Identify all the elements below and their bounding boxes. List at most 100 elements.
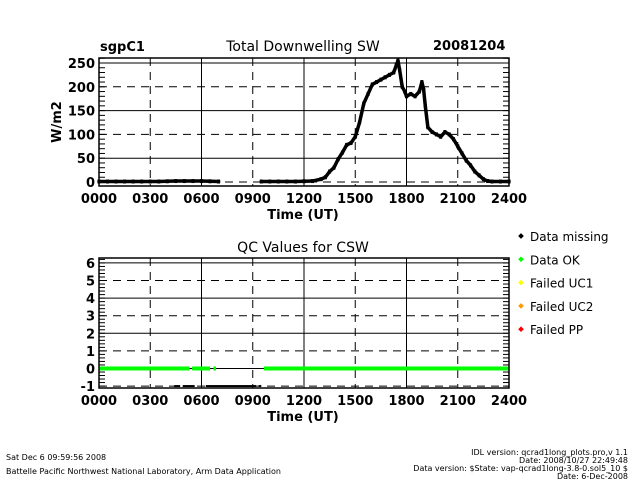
sw-data-segment [397, 68, 404, 89]
sw-data-point [106, 179, 110, 184]
sw-data-point [123, 179, 127, 184]
sw-data-point [403, 89, 407, 94]
sw-data-point [336, 157, 340, 162]
qc-segment-data-ok [99, 366, 190, 371]
sw-data-point [413, 94, 417, 99]
bottom-chart-title: QC Values for CSW [237, 240, 369, 256]
sw-data-point [349, 140, 353, 145]
sw-data-point [268, 179, 272, 184]
y-tick-label: 200 [68, 81, 95, 96]
sw-data-point [409, 91, 413, 96]
x-tick-label: 1200 [286, 394, 322, 409]
sw-data-point [420, 80, 424, 85]
legend: Data missing Data OK Failed UC1 Failed UC2 F… [518, 230, 609, 337]
sw-data-point [174, 179, 178, 184]
sw-data-point [208, 179, 212, 184]
sw-data-point [422, 87, 426, 92]
sw-data-segment [353, 120, 362, 139]
bottom-plot-frame [98, 257, 510, 389]
sw-data-point [443, 130, 447, 135]
legend-label: Failed PP [530, 323, 583, 337]
sw-data-point [345, 142, 349, 147]
qc-segment-data-ok [192, 366, 211, 371]
footer-institution: Battelle Pacific Northwest National Labo… [6, 467, 281, 476]
x-tick-label: 0600 [183, 394, 219, 409]
sw-data-point [383, 75, 387, 80]
sw-data-point [323, 175, 327, 180]
x-tick-label: 0600 [183, 192, 219, 207]
footer-data-version: Data version: $State: vap-qcrad1long-3.8… [413, 464, 628, 473]
footer-data-date: Date: 6-Dec-2008 [557, 472, 628, 480]
qc-segment-data-missing [182, 385, 195, 388]
qc-segment-data-ok [263, 366, 509, 371]
legend-marker [518, 279, 524, 286]
x-tick-label: 2400 [491, 394, 527, 409]
sw-data-point [426, 125, 430, 130]
sw-data-point [434, 132, 438, 137]
sw-data-point [293, 179, 297, 184]
top-gridlines [99, 58, 509, 186]
x-tick-label: 2100 [440, 394, 476, 409]
sw-data-point [157, 179, 161, 184]
x-tick-label: 1200 [286, 192, 322, 207]
top-x-axis-label: Time (UT) [267, 208, 339, 223]
bottom-x-axis-label: Time (UT) [267, 410, 339, 425]
legend-label: Failed UC1 [530, 277, 593, 291]
sw-data-point [439, 134, 443, 139]
sw-data-point [405, 94, 408, 99]
y-tick-label: 250 [68, 57, 95, 72]
top-axis-ticks: 0000 0300 0600 0900 1200 1500 1800 2100 2400 0 50 1… [68, 57, 527, 207]
y-tick-label: 3 [86, 310, 95, 325]
sw-data-point [340, 150, 344, 155]
x-tick-label: 0900 [235, 192, 271, 207]
sw-data-point [392, 70, 396, 75]
sw-data-point [394, 63, 398, 68]
sw-data-point [217, 179, 221, 184]
sw-data-point [387, 72, 391, 77]
sw-data-point [464, 158, 468, 163]
footer-timestamp: Sat Dec 6 09:59:56 2008 [6, 453, 106, 462]
y-tick-label: 1 [86, 345, 95, 360]
y-tick-label: 0 [86, 362, 95, 377]
sw-data-point [473, 169, 477, 174]
sw-data-point [486, 179, 490, 184]
x-tick-label: 1800 [388, 394, 424, 409]
x-tick-label: 1500 [337, 394, 373, 409]
sw-data-point [430, 130, 434, 135]
x-tick-label: 1500 [337, 192, 373, 207]
y-tick-label: 5 [86, 275, 95, 290]
top-data-points [97, 58, 511, 184]
y-tick-label: 50 [77, 152, 95, 167]
sw-data-point [477, 173, 481, 178]
y-tick-label: 6 [86, 257, 95, 272]
x-tick-label: 0300 [132, 192, 168, 207]
sw-data-point [417, 89, 421, 94]
sw-data-point [332, 165, 336, 170]
legend-label: Data missing [530, 230, 609, 244]
y-tick-label: 2 [86, 327, 95, 342]
x-tick-label: 2400 [491, 192, 527, 207]
sw-data-point [148, 179, 152, 184]
qc-segment-data-missing [174, 385, 181, 388]
top-chart-title: Total Downwelling SW [225, 39, 380, 55]
y-tick-label: 0 [86, 176, 95, 191]
footer-idl-date: Date: 2008/10/27 22:49:48 [519, 456, 628, 465]
bottom-data-segments [99, 366, 509, 388]
bottom-axis-ticks: 0000 0300 0600 0900 1200 1500 1800 2100 2400 -1 0 1… [81, 257, 528, 409]
sw-data-point [375, 80, 379, 85]
sw-data-point [182, 179, 186, 184]
y-tick-label: -1 [81, 380, 95, 395]
sw-data-point [362, 101, 366, 106]
sw-data-point [353, 134, 357, 139]
sw-data-point [319, 177, 323, 182]
sw-data-point [311, 179, 315, 184]
legend-label: Data OK [530, 253, 581, 267]
site-label: sgpC1 [100, 40, 145, 55]
y-tick-label: 4 [86, 292, 95, 307]
sw-data-point [276, 179, 280, 184]
sw-data-point [131, 179, 135, 184]
sw-data-point [447, 132, 451, 137]
x-tick-label: 0300 [132, 394, 168, 409]
x-tick-label: 0900 [235, 394, 271, 409]
